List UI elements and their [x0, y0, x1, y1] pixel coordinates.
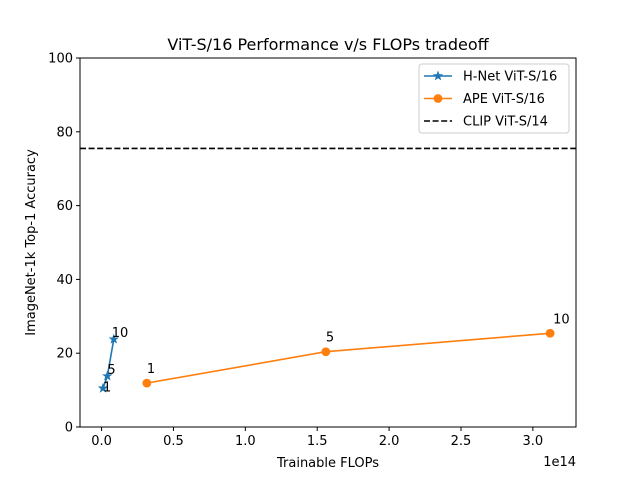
data-label: 5 [107, 363, 115, 378]
y-tick-label: 40 [56, 273, 73, 288]
x-tick-label: 2.0 [379, 434, 400, 449]
y-axis: 0 20 40 60 80 100 [48, 52, 80, 436]
x-axis-offset-label: 1e14 [543, 455, 576, 470]
x-axis-label: Trainable FLOPs [276, 456, 379, 471]
legend-marker [432, 70, 444, 81]
data-label: 10 [553, 312, 570, 327]
x-tick-label: 1.5 [307, 434, 328, 449]
x-tick-label: 1.0 [235, 434, 256, 449]
data-point [142, 378, 152, 388]
data-label: 5 [326, 331, 334, 346]
legend: H-Net ViT-S/16 APE ViT-S/16 CLIP ViT-S/14 [418, 63, 570, 134]
chart-title: ViT-S/16 Performance v/s FLOPs tradeoff [167, 35, 489, 54]
data-point [108, 333, 119, 344]
y-tick-label: 100 [48, 52, 73, 67]
data-point [102, 370, 113, 381]
data-point [321, 347, 331, 357]
data-label: 10 [112, 326, 129, 341]
legend-marker [433, 94, 443, 103]
y-tick-label: 60 [56, 199, 73, 214]
x-tick-label: 0.0 [91, 434, 112, 449]
axes-frame [79, 57, 577, 428]
legend-label: H-Net ViT-S/16 [463, 70, 557, 85]
x-axis: 0.0 0.5 1.0 1.5 2.0 2.5 3.0 [91, 427, 543, 449]
data-point [97, 382, 109, 393]
legend-frame [418, 63, 570, 134]
legend-label: CLIP ViT-S/14 [463, 115, 548, 130]
y-tick-label: 80 [56, 125, 73, 140]
legend-entries: H-Net ViT-S/16 APE ViT-S/16 CLIP ViT-S/14 [424, 70, 557, 130]
y-tick-label: 0 [65, 421, 73, 436]
x-tick-label: 2.5 [451, 434, 472, 449]
y-tick-label: 20 [56, 347, 73, 362]
data-point [545, 328, 555, 338]
y-axis-label: ImageNet-1k Top-1 Accuracy [24, 149, 39, 336]
data-label: 1 [103, 380, 111, 395]
legend-label: APE ViT-S/16 [463, 92, 545, 107]
x-tick-label: 3.0 [523, 434, 544, 449]
data-label: 1 [147, 362, 155, 377]
x-tick-label: 0.5 [163, 434, 184, 449]
